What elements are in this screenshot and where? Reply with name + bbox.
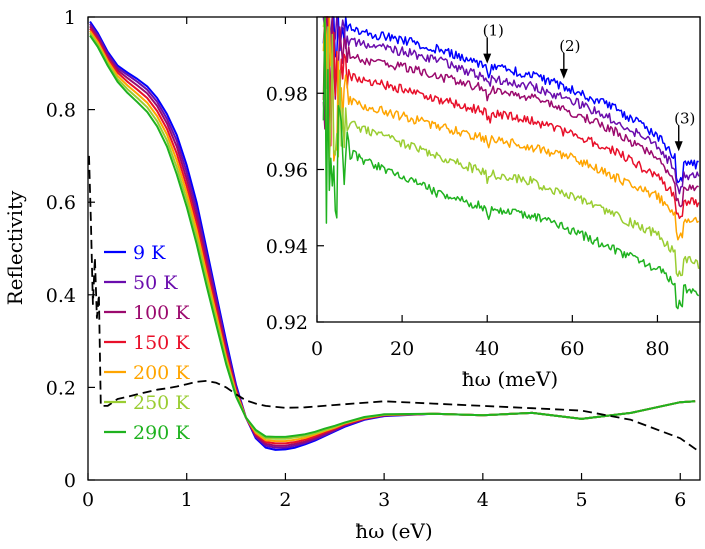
inset-series-290-k (322, 16, 700, 310)
legend-label-9-k: 9 K (133, 242, 166, 264)
main-x-tick-label: 2 (279, 489, 291, 511)
main-y-axis-label: Reflectivity (3, 190, 27, 305)
main-series-group (88, 21, 701, 453)
inset-y-tick-label: 0.94 (266, 236, 308, 258)
main-y-tick-label: 0.4 (46, 285, 76, 307)
legend-label-100-k: 100 K (133, 302, 190, 324)
inset-series-50-k (322, 16, 700, 195)
main-x-tick-label: 1 (181, 489, 193, 511)
inset-x-axis-label: ħω (meV) (462, 367, 558, 391)
main-y-tick-label: 0.6 (46, 192, 76, 214)
inset-plot: 0 20 40 60 80 0.92 0.94 0.96 0.98 (1) (2) (3) ħω (… (266, 16, 701, 391)
main-x-tick-label: 5 (576, 489, 588, 511)
legend-label-150-k: 150 K (133, 332, 190, 354)
annotation-label: (2) (559, 37, 580, 55)
legend: 9 K 50 K 100 K 150 K 200 K 250 K 290 K (104, 242, 190, 444)
inset-x-tick-label: 0 (311, 338, 323, 360)
inset-annotations: (1) (2) (3) (483, 22, 695, 152)
annotation-label: (1) (483, 22, 504, 40)
annotation-label: (3) (674, 109, 695, 127)
legend-label-290-k: 290 K (133, 422, 190, 444)
inset-series-150-k (322, 16, 700, 220)
inset-series-100-k (322, 16, 699, 208)
inset-frame (316, 16, 701, 323)
annotation-arrow-head (483, 53, 492, 64)
inset-series-9-k (322, 16, 699, 184)
main-x-tick-label: 3 (378, 489, 390, 511)
inset-y-tick-label: 0.98 (266, 83, 308, 105)
inset-x-tick-label: 40 (475, 338, 499, 360)
inset-x-tick-label: 80 (645, 338, 669, 360)
inset-background (317, 17, 700, 322)
main-x-tick-label: 4 (477, 489, 489, 511)
main-y-tick-label: 1 (64, 7, 76, 29)
inset-y-tick-label: 0.92 (266, 312, 308, 334)
inset-series-200-k (322, 16, 700, 241)
main-y-tick-label: 0.8 (46, 100, 76, 122)
main-y-tick-label: 0 (64, 470, 76, 492)
main-x-tick-label: 0 (82, 489, 94, 511)
main-x-axis-label: ħω (eV) (355, 519, 432, 543)
inset-x-tick-label: 60 (560, 338, 584, 360)
inset-x-tick-label: 20 (390, 338, 414, 360)
inset-ticks: 0 20 40 60 80 0.92 0.94 0.96 0.98 (266, 83, 670, 360)
inset-series-group (322, 16, 700, 310)
legend-label-50-k: 50 K (133, 272, 178, 294)
main-x-tick-label: 6 (674, 489, 686, 511)
main-series-dashed-reference (88, 155, 701, 453)
annotation-arrow-head (559, 68, 568, 79)
legend-label-250-k: 250 K (133, 392, 190, 414)
legend-label-200-k: 200 K (133, 362, 190, 384)
annotation-arrow-head (674, 141, 683, 152)
inset-y-tick-label: 0.96 (266, 160, 308, 182)
main-series-290-k (89, 34, 696, 438)
inset-series-250-k (322, 16, 700, 277)
main-y-tick-label: 0.2 (46, 377, 76, 399)
